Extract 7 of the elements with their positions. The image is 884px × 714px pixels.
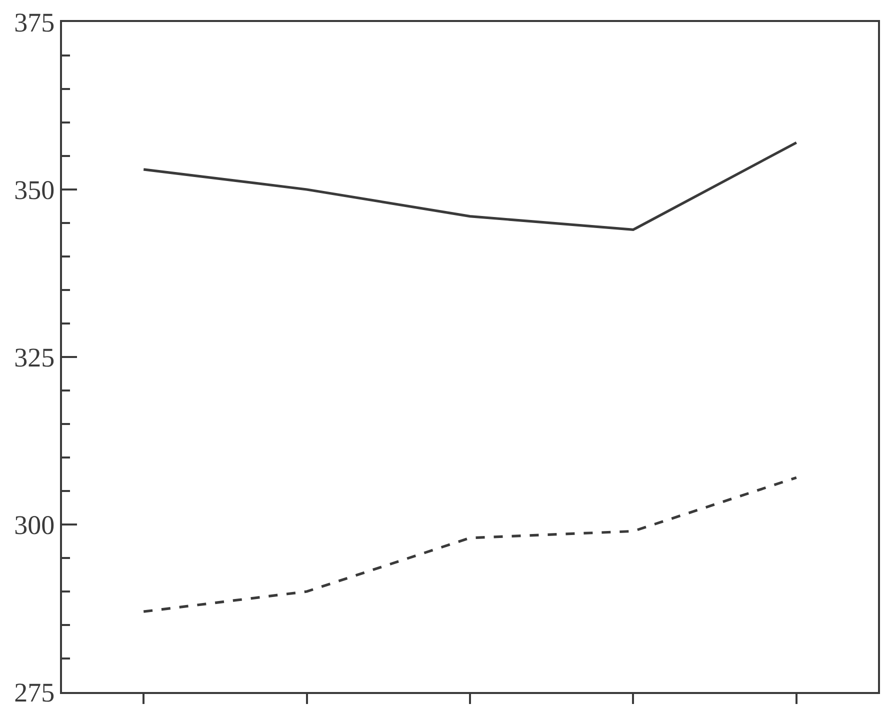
y-tick-label: 275 <box>14 677 55 708</box>
line-series <box>142 476 798 613</box>
y-tick-label: 325 <box>14 342 55 372</box>
line-series <box>142 141 798 231</box>
y-tick-label: 350 <box>14 174 55 205</box>
y-tick-label: 300 <box>14 510 55 540</box>
y-tick-label: 375 <box>14 7 55 38</box>
